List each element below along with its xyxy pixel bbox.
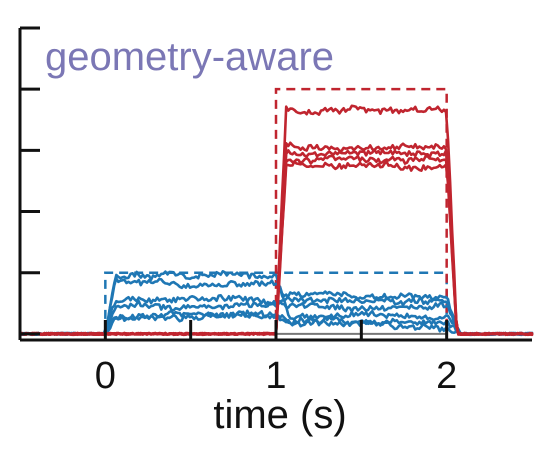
x-axis-label: time (s) [213,393,346,437]
x-tick-label-2: 2 [436,355,457,397]
axes: 0 1 2 [18,26,532,397]
x-tick-label-1: 1 [265,355,286,397]
x-tick-label-0: 0 [95,355,116,397]
target-boxes [104,87,448,334]
chart-title: geometry-aware [45,35,334,79]
target-box-red [274,87,448,334]
